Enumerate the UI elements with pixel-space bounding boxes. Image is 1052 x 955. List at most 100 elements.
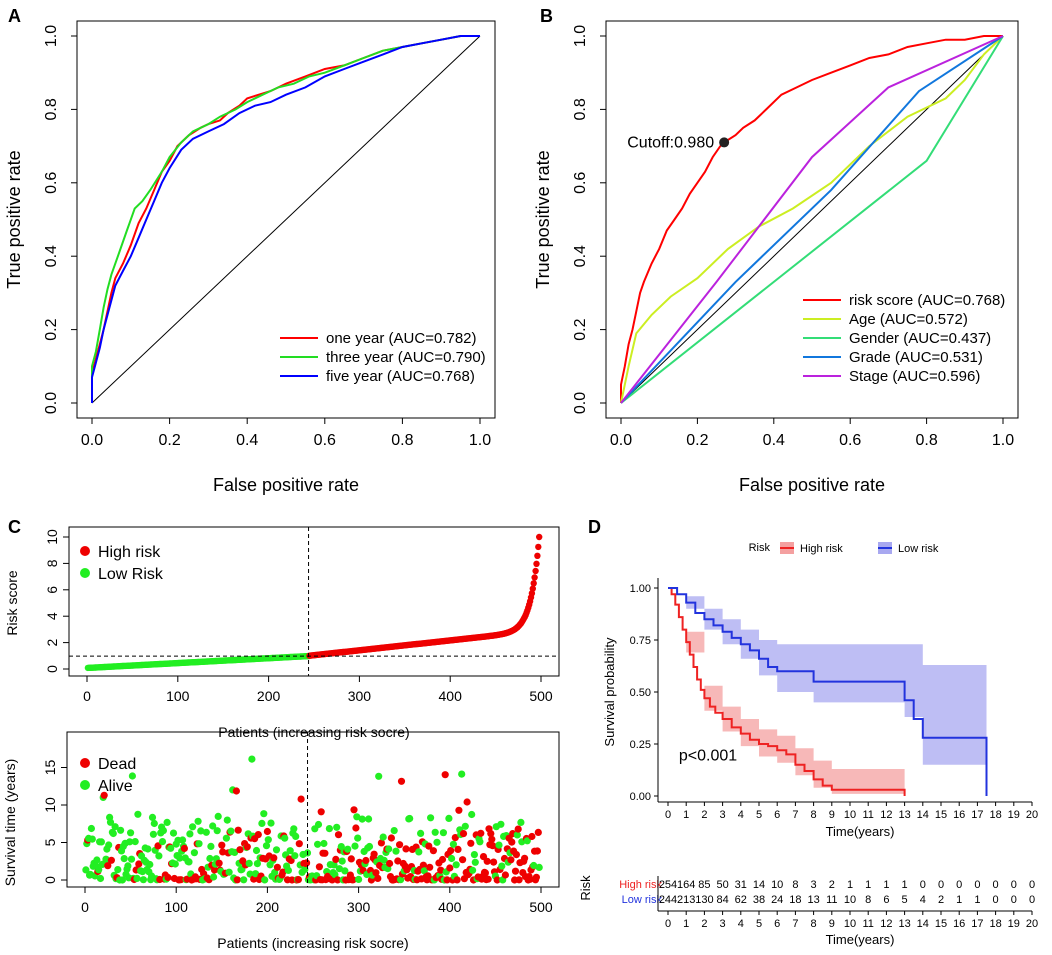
panel-b-xtick-label: 0.4 — [763, 432, 785, 449]
panel-d-risk-count: 4 — [920, 894, 926, 906]
panel-c-bottom-ytick-label: 15 — [42, 760, 58, 776]
panel-c-bottom-point — [272, 846, 281, 854]
panel-d-p-value: p<0.001 — [679, 748, 737, 765]
panel-c-bottom-point — [517, 818, 525, 827]
panel-c-bottom-point — [231, 848, 239, 857]
panel-d-xtick-label: 18 — [989, 809, 1001, 821]
panel-d-risk-count: 10 — [771, 879, 783, 891]
panel-d-risk-count: 0 — [938, 879, 944, 891]
panel-c-bottom-point — [347, 855, 355, 863]
panel-c-bottom-point — [332, 855, 340, 864]
panel-c-bottom-point — [284, 866, 292, 875]
panel-c-top-ytick-label: 0 — [44, 665, 60, 673]
panel-c-top-point — [534, 552, 541, 559]
panel-c-bottom-point — [463, 798, 471, 806]
panel-c-bottom-point — [443, 876, 451, 884]
panel-c-bottom-point — [154, 842, 162, 850]
panel-b-ytick-label: 0.4 — [572, 245, 589, 267]
panel-label-d: D — [588, 517, 601, 537]
panel-d-risk-xtick-label: 17 — [971, 918, 983, 930]
panel-d-risk-row-label: High risk — [619, 879, 662, 891]
panel-c-bottom-point — [233, 876, 241, 884]
panel-c-bottom-point — [334, 876, 342, 884]
panel-c-bottom-point — [127, 829, 135, 837]
panel-b-legend-entry: risk score (AUC=0.768) — [849, 292, 1005, 309]
panel-c-bottom-point — [483, 857, 491, 865]
panel-c-bottom-ytick-label: 10 — [42, 797, 58, 813]
panel-c-bottom-point — [131, 838, 139, 846]
panel-c-bottom-point — [128, 772, 136, 780]
panel-d-risk-count: 10 — [844, 894, 856, 906]
panel-d-risk-xtick-label: 8 — [811, 918, 817, 930]
panel-c-bottom-point — [365, 815, 373, 823]
panel-d-xtick-label: 15 — [935, 809, 947, 821]
panel-c-bottom-point — [225, 868, 233, 876]
panel-c-top-point — [535, 543, 542, 551]
panel-c-bottom-point — [253, 860, 261, 868]
panel-c-bottom-point — [338, 857, 346, 865]
panel-c-bottom-point — [207, 842, 215, 851]
panel-d-risk-count: 0 — [1029, 879, 1035, 891]
panel-c-bottom-point — [429, 847, 437, 855]
panel-d-risk-xtick-label: 20 — [1026, 918, 1038, 930]
panel-d-risk-xtick-label: 14 — [917, 918, 929, 930]
panel-c-bottom-point — [236, 846, 244, 854]
panel-c-bottom-point — [353, 813, 361, 821]
panel-b-legend-entry: Stage (AUC=0.596) — [849, 368, 980, 385]
panel-c-bottom-point — [448, 854, 456, 863]
panel-c-bottom-point — [461, 822, 469, 830]
panel-c-bottom-point — [213, 827, 221, 835]
panel-c-top-legend-entry: Low Risk — [98, 566, 164, 583]
panel-c-top-point — [533, 560, 540, 567]
panel-a-x-axis-label: False positive rate — [213, 475, 359, 495]
panel-c-bottom-point — [523, 837, 531, 845]
panel-d-risk-count: 2 — [829, 879, 835, 891]
panel-c-bottom-point — [484, 875, 492, 883]
panel-c-bottom-point — [495, 841, 503, 849]
panel-a-xtick-label: 0.4 — [236, 432, 258, 449]
panel-d-risk-count: 14 — [753, 879, 765, 891]
panel-d-risk-count: 1 — [902, 879, 908, 891]
panel-c-bottom-point — [223, 816, 231, 824]
panel-c-bottom-point — [215, 859, 223, 867]
panel-c-bottom-point — [341, 867, 349, 875]
panel-c-bottom-point — [100, 791, 108, 799]
panel-c-bottom-point — [186, 830, 194, 838]
panel-c-bottom-point — [118, 876, 126, 884]
panel-d-risk-count: 254 — [659, 879, 677, 891]
panel-c-top-legend-marker — [80, 568, 90, 578]
panel-c-bottom-point — [252, 846, 261, 855]
panel-c-top-xtick-label: 200 — [257, 688, 281, 704]
panel-d-risk-count: 130 — [695, 894, 713, 906]
panel-d-ytick-label: 0.25 — [630, 739, 651, 751]
panel-d-risk-count: 213 — [677, 894, 695, 906]
panel-c-bottom-point — [487, 830, 495, 838]
panel-c-bottom-point — [335, 865, 343, 873]
panel-c-bottom-point — [297, 795, 305, 803]
panel-a-xtick-label: 0.8 — [391, 432, 413, 449]
panel-c-bottom-point — [158, 838, 167, 846]
panel-d-risk-xtick-label: 11 — [862, 918, 873, 930]
panel-d-legend-entry: High risk — [800, 543, 843, 555]
panel-d-risk-count: 1 — [883, 879, 889, 891]
panel-c-bottom-point — [439, 829, 447, 837]
panel-b-xtick-label: 0.8 — [915, 432, 937, 449]
panel-a-legend-entry: three year (AUC=0.790) — [326, 349, 486, 366]
panel-c-bottom-point — [390, 827, 398, 835]
panel-c-bottom-point — [258, 819, 266, 828]
panel-c-bottom-point — [164, 873, 172, 882]
panel-c-bottom-point — [438, 855, 447, 864]
panel-c-top-ytick-label: 6 — [44, 586, 60, 594]
panel-c-bottom-point — [528, 832, 536, 841]
panel-c-bottom-point — [180, 844, 188, 853]
panel-c-bottom-point — [458, 770, 466, 778]
panel-d-km-curve-high-risk — [668, 587, 906, 796]
panel-c-bottom-point — [303, 859, 311, 867]
panel-c-bottom-point — [402, 845, 410, 853]
panel-c-bottom-point — [279, 868, 287, 876]
panel-d-xtick-label: 0 — [665, 809, 671, 821]
panel-c-bottom-point — [420, 867, 428, 875]
panel-b-series-grade — [620, 35, 1004, 404]
panel-c-bottom-point — [82, 866, 90, 874]
panel-d-legend-title: Risk — [749, 542, 771, 554]
